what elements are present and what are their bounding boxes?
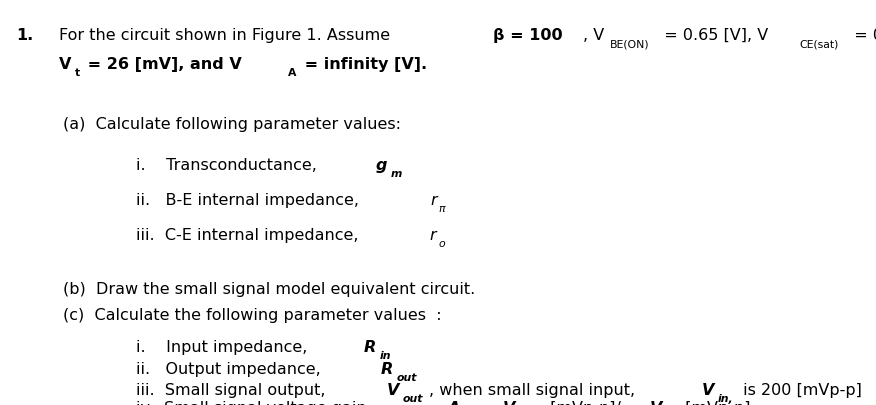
Text: (a)  Calculate following parameter values:: (a) Calculate following parameter values…: [63, 117, 401, 132]
Text: in,: in,: [717, 393, 733, 403]
Text: π: π: [439, 204, 445, 214]
Text: V: V: [503, 400, 515, 405]
Text: V: V: [702, 382, 714, 397]
Text: , V: , V: [583, 28, 604, 43]
Text: = 0.2 [V],: = 0.2 [V],: [851, 28, 876, 43]
Text: m: m: [391, 169, 402, 179]
Text: A: A: [447, 400, 459, 405]
Text: o: o: [438, 239, 445, 249]
Text: r: r: [430, 192, 437, 207]
Text: R: R: [381, 361, 393, 376]
Text: (c)  Calculate the following parameter values  :: (c) Calculate the following parameter va…: [63, 307, 442, 322]
Text: [mVp-p]/: [mVp-p]/: [545, 400, 625, 405]
Text: i.    Transconductance,: i. Transconductance,: [136, 158, 321, 173]
Text: = 0.65 [V], V: = 0.65 [V], V: [661, 28, 768, 43]
Text: =: =: [472, 400, 496, 405]
Text: out: out: [397, 373, 417, 382]
Text: out: out: [403, 393, 423, 403]
Text: t: t: [75, 68, 80, 78]
Text: (b)  Draw the small signal model equivalent circuit.: (b) Draw the small signal model equivale…: [63, 281, 476, 296]
Text: β = 100: β = 100: [493, 28, 562, 43]
Text: V: V: [59, 57, 72, 72]
Text: iv.  Small signal voltage gain,: iv. Small signal voltage gain,: [136, 400, 377, 405]
Text: in: in: [379, 350, 391, 360]
Text: V: V: [387, 382, 399, 397]
Text: 1.: 1.: [16, 28, 33, 43]
Text: = 26 [mV], and V: = 26 [mV], and V: [81, 57, 242, 72]
Text: BE(ON): BE(ON): [611, 39, 650, 49]
Text: ii.   B-E internal impedance,: ii. B-E internal impedance,: [136, 192, 364, 207]
Text: is 200 [mVp-p]: is 200 [mVp-p]: [738, 382, 862, 397]
Text: r: r: [429, 228, 436, 243]
Text: iii.  Small signal output,: iii. Small signal output,: [136, 382, 330, 397]
Text: = infinity [V].: = infinity [V].: [299, 57, 427, 72]
Text: , when small signal input,: , when small signal input,: [429, 382, 640, 397]
Text: ii.   Output impedance,: ii. Output impedance,: [136, 361, 326, 376]
Text: iii.  C-E internal impedance,: iii. C-E internal impedance,: [136, 228, 364, 243]
Text: CE(sat): CE(sat): [800, 39, 839, 49]
Text: A: A: [287, 68, 296, 78]
Text: R: R: [364, 339, 376, 354]
Text: V: V: [649, 400, 661, 405]
Text: [mVp-p]: [mVp-p]: [680, 400, 751, 405]
Text: g: g: [376, 158, 387, 173]
Text: i.    Input impedance,: i. Input impedance,: [136, 339, 312, 354]
Text: For the circuit shown in Figure 1. Assume: For the circuit shown in Figure 1. Assum…: [59, 28, 395, 43]
